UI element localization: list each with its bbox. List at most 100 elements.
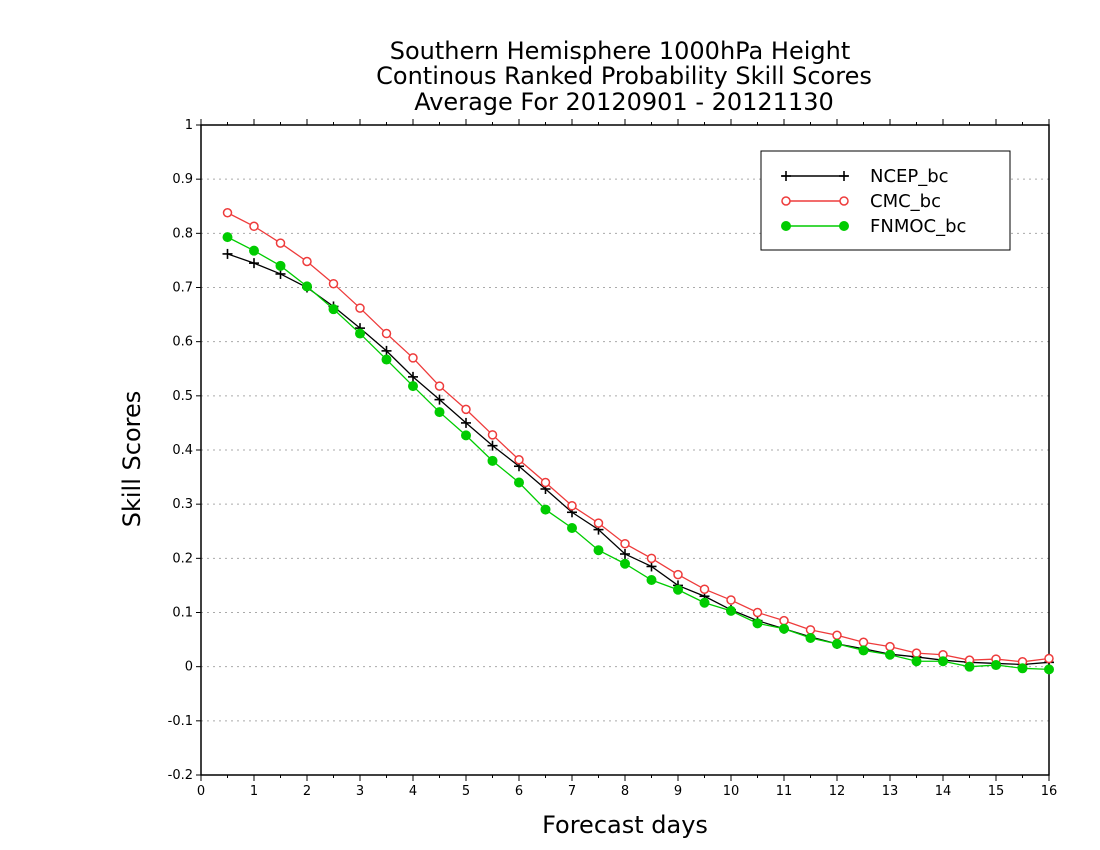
x-tick-label: 1 bbox=[250, 784, 258, 799]
legend-marker bbox=[839, 221, 849, 231]
data-point-fnmoc-bc bbox=[911, 656, 922, 667]
x-tick-label: 0 bbox=[197, 784, 205, 799]
x-tick-label: 8 bbox=[621, 784, 629, 799]
legend-marker bbox=[781, 196, 791, 206]
series-lines bbox=[222, 208, 1054, 675]
data-point-cmc-bc bbox=[461, 404, 471, 415]
y-tick-label: 0.7 bbox=[172, 281, 193, 296]
data-point-ncep-bc bbox=[461, 417, 471, 428]
x-tick-label: 7 bbox=[568, 784, 576, 799]
data-point-fnmoc-bc bbox=[673, 584, 683, 595]
data-point-fnmoc-bc bbox=[222, 232, 233, 243]
legend-label: NCEP_bc bbox=[870, 166, 949, 187]
data-point-fnmoc-bc bbox=[302, 281, 312, 292]
data-point-fnmoc-bc bbox=[620, 558, 630, 569]
x-axis-label: Forecast days bbox=[542, 811, 708, 839]
y-tick-label: 0.1 bbox=[172, 606, 193, 621]
data-point-fnmoc-bc bbox=[964, 661, 975, 672]
legend: NCEP_bc CMC_bc FNMOC_bc bbox=[760, 150, 1011, 251]
data-point-cmc-bc bbox=[514, 455, 524, 465]
data-point-fnmoc-bc bbox=[805, 632, 816, 643]
data-point-fnmoc-bc bbox=[858, 645, 869, 656]
y-tick-label: 0.5 bbox=[172, 389, 193, 404]
x-tick-label: 2 bbox=[303, 784, 311, 799]
data-point-cmc-bc bbox=[699, 584, 710, 594]
series-fnmoc-bc bbox=[222, 232, 1054, 675]
data-point-cmc-bc bbox=[249, 221, 259, 232]
x-tick-label: 14 bbox=[935, 784, 952, 799]
chart-title-line-2: Continous Ranked Probability Skill Score… bbox=[376, 62, 872, 90]
legend-entry-ncep-bc: NCEP_bc bbox=[781, 166, 949, 187]
x-tick-label: 16 bbox=[1041, 784, 1058, 799]
chart-title: Southern Hemisphere 1000hPa Height Conti… bbox=[376, 37, 872, 116]
y-tick-label: 0.8 bbox=[172, 226, 193, 241]
data-point-fnmoc-bc bbox=[434, 407, 445, 418]
data-point-fnmoc-bc bbox=[1044, 664, 1054, 675]
data-point-fnmoc-bc bbox=[832, 638, 842, 649]
data-point-cmc-bc bbox=[275, 238, 286, 248]
data-point-ncep-bc bbox=[408, 371, 418, 382]
x-tick-label: 10 bbox=[723, 784, 740, 799]
y-tick-label: 0.4 bbox=[172, 443, 193, 458]
series-line-ncep-bc bbox=[227, 253, 1050, 666]
data-point-cmc-bc bbox=[805, 625, 816, 635]
series-line-cmc-bc bbox=[227, 212, 1050, 663]
y-tick-label: -0.2 bbox=[168, 768, 193, 783]
y-axis-label: Skill Scores bbox=[118, 391, 146, 528]
x-tick-label: 9 bbox=[674, 784, 682, 799]
data-point-fnmoc-bc bbox=[540, 504, 551, 515]
data-point-fnmoc-bc bbox=[885, 649, 895, 660]
data-point-fnmoc-bc bbox=[328, 304, 339, 315]
y-tick-label: 0.3 bbox=[172, 497, 193, 512]
x-tick-label: 12 bbox=[829, 784, 846, 799]
axes: -0.2-0.100.10.20.30.40.50.60.70.80.910 1 2… bbox=[168, 118, 1058, 799]
data-point-ncep-bc bbox=[487, 440, 498, 451]
x-tick-label: 3 bbox=[356, 784, 364, 799]
data-point-fnmoc-bc bbox=[938, 656, 948, 667]
data-point-fnmoc-bc bbox=[461, 430, 471, 441]
data-point-cmc-bc bbox=[673, 569, 683, 580]
data-point-fnmoc-bc bbox=[567, 523, 577, 533]
x-tick-label: 5 bbox=[462, 784, 470, 799]
data-point-fnmoc-bc bbox=[249, 245, 259, 256]
series-line-fnmoc-bc bbox=[227, 236, 1050, 671]
legend-label: CMC_bc bbox=[870, 191, 941, 212]
data-point-fnmoc-bc bbox=[355, 328, 365, 339]
data-point-cmc-bc bbox=[911, 648, 922, 658]
x-tick-label: 6 bbox=[515, 784, 523, 799]
data-point-ncep-bc bbox=[249, 258, 259, 269]
y-tick-label: 0.2 bbox=[172, 551, 193, 566]
data-point-fnmoc-bc bbox=[514, 477, 524, 488]
legend-label: FNMOC_bc bbox=[870, 216, 966, 237]
data-point-cmc-bc bbox=[646, 553, 657, 564]
data-point-fnmoc-bc bbox=[726, 605, 736, 616]
data-point-ncep-bc bbox=[620, 549, 630, 559]
legend-marker bbox=[781, 171, 791, 181]
x-tick-label: 13 bbox=[882, 784, 899, 799]
y-tick-label: 1 bbox=[185, 118, 193, 133]
y-tick-label: 0.9 bbox=[172, 172, 193, 187]
y-tick-label: 0 bbox=[185, 660, 193, 675]
data-point-ncep-bc bbox=[646, 561, 657, 572]
data-point-cmc-bc bbox=[222, 208, 233, 218]
data-point-fnmoc-bc bbox=[752, 618, 763, 629]
data-point-cmc-bc bbox=[408, 353, 418, 363]
data-point-fnmoc-bc bbox=[991, 660, 1001, 671]
data-point-fnmoc-bc bbox=[779, 623, 789, 634]
y-tick-label: -0.1 bbox=[168, 714, 193, 729]
data-point-cmc-bc bbox=[832, 630, 842, 640]
data-point-cmc-bc bbox=[381, 328, 392, 339]
data-point-cmc-bc bbox=[434, 381, 445, 391]
data-point-fnmoc-bc bbox=[1017, 663, 1028, 674]
data-point-cmc-bc bbox=[726, 595, 736, 605]
gridlines bbox=[201, 178, 1049, 722]
data-point-cmc-bc bbox=[885, 641, 895, 652]
data-point-cmc-bc bbox=[328, 278, 339, 289]
data-point-fnmoc-bc bbox=[593, 545, 604, 556]
y-tick-label: 0.6 bbox=[172, 335, 193, 350]
data-point-cmc-bc bbox=[540, 477, 551, 488]
data-point-cmc-bc bbox=[593, 518, 604, 528]
legend-marker bbox=[839, 171, 849, 181]
data-point-fnmoc-bc bbox=[275, 260, 286, 271]
data-point-cmc-bc bbox=[302, 256, 312, 267]
